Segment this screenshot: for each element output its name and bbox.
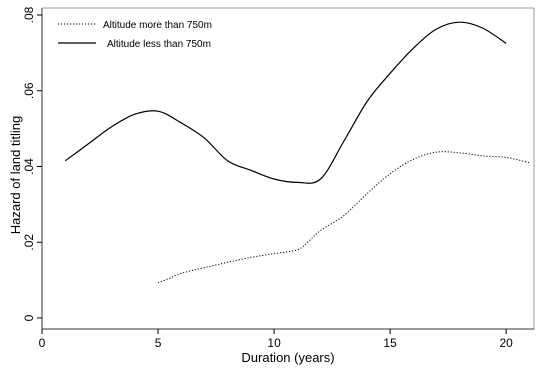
y-tick-label: 0: [22, 314, 36, 321]
x-tick-label: 20: [499, 336, 513, 350]
y-axis-ticks: 0 .02 .04 .06 .08: [22, 6, 42, 321]
series-line-more-than-750m: [157, 151, 530, 284]
x-axis-ticks: 0 5 10 15 20: [39, 329, 513, 350]
x-tick-label: 15: [383, 336, 397, 350]
y-tick-label: .04: [22, 158, 36, 175]
plot-frame: [41, 7, 535, 330]
y-tick-label: .02: [22, 234, 36, 251]
plot-area: [41, 7, 535, 330]
series-line-less-than-750m: [64, 21, 507, 184]
x-tick-label: 10: [267, 336, 281, 350]
y-tick-label: .08: [22, 6, 36, 23]
legend-label-more-than-750m: Altitude more than 750m: [103, 20, 212, 31]
series-layer: [64, 21, 530, 284]
x-axis-title: Duration (years): [241, 350, 334, 365]
y-axis-title: Hazard of land titling: [8, 116, 23, 235]
y-tick-label: .06: [22, 82, 36, 99]
legend-label-less-than-750m: Altitude less than 750m: [107, 39, 211, 50]
legend: Altitude more than 750m Altitude less th…: [58, 20, 212, 50]
x-tick-label: 0: [39, 336, 46, 350]
x-tick-label: 5: [155, 336, 162, 350]
